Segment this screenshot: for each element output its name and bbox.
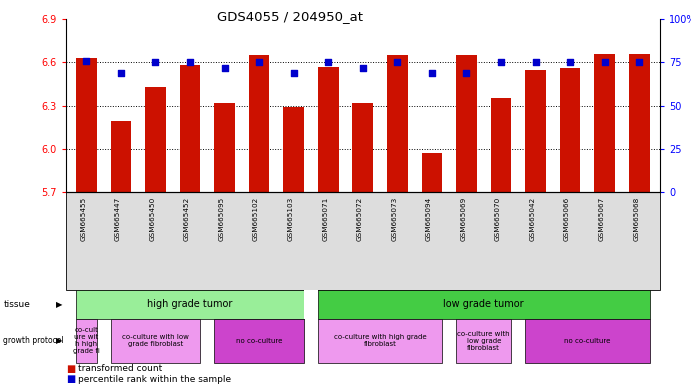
Text: transformed count: transformed count [78,364,162,373]
Text: GSM665042: GSM665042 [529,197,536,241]
Point [323,60,334,66]
Bar [180,65,200,192]
Text: co-culture with high grade
fibroblast: co-culture with high grade fibroblast [334,334,426,347]
Text: GSM665094: GSM665094 [426,197,432,241]
Point [150,60,161,66]
Text: GSM665095: GSM665095 [218,197,225,241]
Text: no co-culture: no co-culture [564,338,611,344]
Point [495,60,507,66]
Point [254,60,265,66]
Point [288,70,299,76]
Text: GSM665073: GSM665073 [391,197,397,241]
Bar [352,103,373,192]
Point [81,58,92,64]
Text: GSM665071: GSM665071 [322,197,328,241]
Bar [283,107,304,192]
Bar [76,58,97,192]
Text: GSM665070: GSM665070 [495,197,501,241]
Bar [387,55,408,192]
Text: percentile rank within the sample: percentile rank within the sample [78,375,231,384]
Point [461,70,472,76]
Bar [422,153,442,192]
Text: co-cult
ure wit
h high
grade fi: co-cult ure wit h high grade fi [73,327,100,354]
Point [426,70,437,76]
Point [599,60,610,66]
Text: ■: ■ [66,374,75,384]
Text: GSM665069: GSM665069 [460,197,466,241]
Bar [629,54,650,192]
Point [392,60,403,66]
Point [184,60,196,66]
Text: GSM665452: GSM665452 [184,197,190,241]
Text: co-culture with low
grade fibroblast: co-culture with low grade fibroblast [122,334,189,347]
Text: GSM665072: GSM665072 [357,197,363,241]
Text: ▶: ▶ [56,336,62,345]
Bar [145,87,166,192]
Text: GSM665068: GSM665068 [633,197,639,241]
Bar [318,67,339,192]
Text: GDS4055 / 204950_at: GDS4055 / 204950_at [217,10,363,23]
Text: high grade tumor: high grade tumor [147,299,233,310]
Text: co-culture with
low grade
fibroblast: co-culture with low grade fibroblast [457,331,510,351]
Text: no co-culture: no co-culture [236,338,283,344]
Bar [249,55,269,192]
Text: GSM665102: GSM665102 [253,197,259,241]
Text: GSM665447: GSM665447 [115,197,121,241]
Text: GSM665455: GSM665455 [80,197,86,241]
Text: ▶: ▶ [56,300,62,309]
Bar [525,70,546,192]
Bar [594,54,615,192]
Bar [491,98,511,192]
Point [634,60,645,66]
Text: GSM665450: GSM665450 [149,197,155,241]
Text: GSM665067: GSM665067 [598,197,605,241]
Bar [214,103,235,192]
Point [565,60,576,66]
Point [530,60,541,66]
Point [219,65,230,71]
Point [357,65,368,71]
Text: tissue: tissue [3,300,30,309]
Text: ■: ■ [66,364,75,374]
Text: growth protocol: growth protocol [3,336,64,345]
Bar [456,55,477,192]
Text: GSM665066: GSM665066 [564,197,570,241]
Bar [560,68,580,192]
Text: low grade tumor: low grade tumor [444,299,524,310]
Bar [111,121,131,192]
Text: GSM665103: GSM665103 [287,197,294,241]
Point [115,70,126,76]
